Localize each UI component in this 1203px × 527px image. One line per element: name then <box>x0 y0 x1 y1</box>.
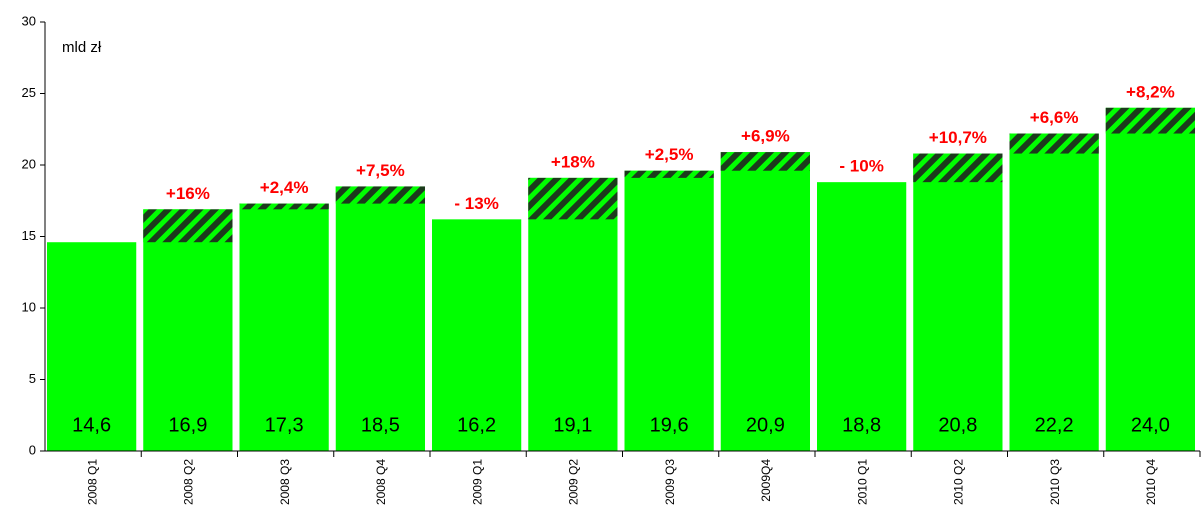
y-tick-label: 30 <box>22 13 36 28</box>
x-tick-label: 2008 Q4 <box>374 459 388 505</box>
x-tick-label: 2008 Q1 <box>85 459 99 505</box>
change-label: - 13% <box>454 194 498 213</box>
bar-increase <box>1009 133 1099 154</box>
bar <box>1105 107 1195 452</box>
value-label: 20,8 <box>938 414 977 436</box>
value-label: 19,6 <box>650 414 689 436</box>
change-label: +16% <box>166 184 210 203</box>
bar <box>1009 133 1099 452</box>
y-tick-label: 25 <box>22 85 36 100</box>
change-label: +7,5% <box>356 161 405 180</box>
bar <box>47 242 137 451</box>
value-label: 24,0 <box>1131 414 1170 436</box>
bar-increase <box>1105 107 1195 134</box>
bar-increase <box>720 152 810 171</box>
y-tick-label: 5 <box>29 371 36 386</box>
x-tick-label: 2010 Q1 <box>855 459 869 505</box>
x-tick-label: 2010 Q2 <box>952 459 966 505</box>
bar <box>239 203 329 451</box>
x-tick-label: 2009Q4 <box>759 459 773 502</box>
change-label: +6,9% <box>741 127 790 146</box>
y-tick-label: 0 <box>29 442 36 457</box>
value-label: 14,6 <box>72 414 111 436</box>
bar <box>913 153 1003 451</box>
x-tick-label: 2009 Q2 <box>567 459 581 505</box>
bar <box>817 182 907 451</box>
change-label: +6,6% <box>1030 108 1079 127</box>
change-label: +18% <box>551 152 595 171</box>
change-label: - 10% <box>839 157 883 176</box>
x-tick-label: 2009 Q1 <box>470 459 484 505</box>
x-tick-label: 2009 Q3 <box>663 459 677 505</box>
bar <box>624 170 714 451</box>
bar-increase <box>143 209 233 243</box>
value-label: 18,5 <box>361 414 400 436</box>
change-label: +10,7% <box>929 128 987 147</box>
bar-increase <box>335 186 425 204</box>
bar-increase <box>528 177 618 220</box>
x-tick-label: 2008 Q2 <box>182 459 196 505</box>
bar <box>720 152 810 451</box>
bar-increase <box>913 153 1003 183</box>
y-tick-label: 15 <box>22 228 36 243</box>
bar <box>528 177 618 451</box>
value-label: 18,8 <box>842 414 881 436</box>
value-label: 16,2 <box>457 414 496 436</box>
value-label: 20,9 <box>746 414 785 436</box>
x-tick-label: 2008 Q3 <box>278 459 292 505</box>
y-tick-label: 20 <box>22 156 36 171</box>
change-label: +2,5% <box>645 145 694 164</box>
value-label: 19,1 <box>553 414 592 436</box>
bar-increase <box>624 170 714 178</box>
x-tick-label: 2010 Q3 <box>1048 459 1062 505</box>
value-label: 16,9 <box>168 414 207 436</box>
bar <box>143 209 233 451</box>
change-label: +8,2% <box>1126 82 1175 101</box>
y-tick-label: 10 <box>22 299 36 314</box>
x-tick-label: 2010 Q4 <box>1144 459 1158 505</box>
unit-label: mld zł <box>62 39 102 56</box>
value-label: 17,3 <box>265 414 304 436</box>
bar <box>335 186 425 451</box>
value-label: 22,2 <box>1035 414 1074 436</box>
change-label: +2,4% <box>260 178 309 197</box>
bar <box>432 219 522 451</box>
bar-increase <box>239 203 329 210</box>
